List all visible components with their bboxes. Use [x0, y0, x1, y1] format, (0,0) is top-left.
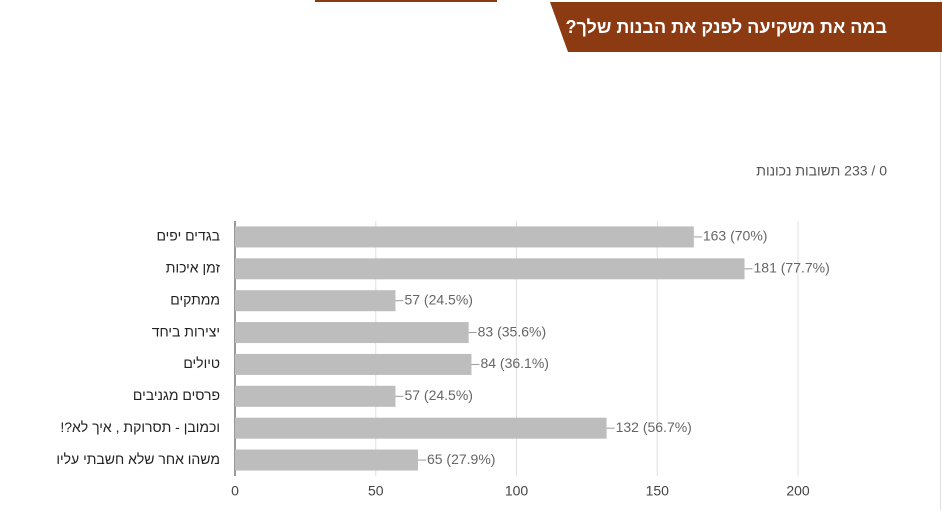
question-title: במה את משקיעה לפנק את הבנות שלך? — [566, 17, 887, 37]
tab-indicator — [315, 0, 497, 2]
bar — [235, 258, 745, 280]
title-banner — [550, 2, 942, 52]
category-label: זמן איכות — [166, 260, 221, 276]
value-label: 57 (24.5%) — [404, 387, 472, 403]
category-label: ממתקים — [170, 291, 220, 307]
category-label: יצירות ביחד — [152, 323, 220, 339]
category-label: בגדים יפים — [156, 228, 220, 244]
x-tick-label: 100 — [505, 483, 529, 499]
value-label: 132 (56.7%) — [616, 419, 692, 435]
bar — [235, 417, 607, 439]
bar-chart: 0 50 100 150 200 בגדים יפים 163 (70%) זמן איכות… — [56, 221, 830, 499]
bar — [235, 385, 396, 407]
bar — [235, 322, 469, 344]
bar — [235, 290, 396, 312]
value-label: 181 (77.7%) — [754, 260, 830, 276]
category-label: משהו אחר שלא חשבתי עליו — [56, 451, 220, 467]
x-tick-label: 50 — [368, 483, 384, 499]
score-summary: 0 / 233 תשובות נכונות — [756, 163, 887, 179]
bar — [235, 353, 472, 375]
x-tick-label: 200 — [786, 483, 810, 499]
value-label: 163 (70%) — [703, 228, 768, 244]
category-label: טיולים — [183, 355, 220, 371]
value-label: 57 (24.5%) — [404, 291, 472, 307]
bar — [235, 449, 418, 471]
category-label: וכמובן - תסרוקת , איך לא?! — [60, 419, 220, 435]
category-label: פרסים מגניבים — [133, 387, 220, 403]
x-tick-label: 0 — [231, 483, 239, 499]
x-tick-label: 150 — [646, 483, 670, 499]
bar — [235, 226, 694, 248]
value-label: 83 (35.6%) — [478, 323, 546, 339]
value-label: 65 (27.9%) — [427, 451, 495, 467]
value-label: 84 (36.1%) — [480, 355, 548, 371]
